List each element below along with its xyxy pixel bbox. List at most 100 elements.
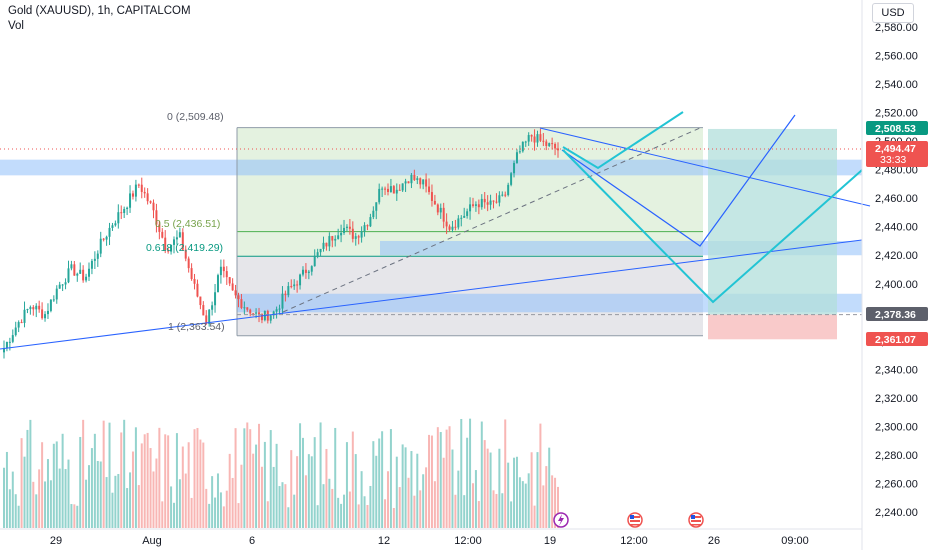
volume-bar: [287, 507, 290, 528]
volume-bar: [149, 448, 152, 528]
volume-bar: [67, 459, 70, 528]
svg-text:2,378.36: 2,378.36: [875, 309, 916, 321]
candle-body: [530, 135, 533, 137]
fib-upper-zone: [237, 127, 703, 257]
volume-bar: [228, 453, 231, 528]
candle-body: [219, 266, 222, 276]
volume-bar: [489, 452, 492, 528]
candle-body: [5, 342, 8, 349]
price-tick: 2,420.00: [875, 250, 918, 262]
volume-bar: [117, 473, 120, 528]
candle-body: [554, 143, 557, 149]
candle-body: [114, 223, 117, 226]
volume-bar: [90, 448, 93, 528]
candle-body: [234, 290, 237, 296]
candle-body: [211, 305, 214, 310]
candle-body: [196, 283, 199, 297]
volume-bar: [328, 478, 331, 528]
candle-body: [386, 188, 389, 192]
volume-bar: [82, 419, 85, 528]
candle-body: [486, 202, 489, 205]
lightning-icon[interactable]: [553, 512, 569, 528]
time-axis[interactable]: 29 Aug 6 12 12:00 19 12:00 26 09:00: [50, 535, 809, 547]
candle-body: [392, 186, 395, 194]
candle-body: [451, 226, 454, 230]
sl-price-tag: 2,361.07: [866, 332, 928, 346]
volume-bar: [354, 454, 357, 528]
volume-bar: [463, 495, 466, 528]
candle-body: [111, 225, 114, 228]
volume-bar: [313, 437, 316, 528]
volume-bar: [255, 444, 258, 528]
candle-body: [348, 226, 351, 229]
volume-bar: [348, 491, 351, 528]
volume-bar: [304, 475, 307, 528]
candle-body: [340, 232, 343, 236]
volume-bar: [375, 455, 378, 528]
volume-bar: [178, 479, 181, 528]
candle-body: [334, 238, 337, 241]
candle-body: [389, 186, 392, 192]
candle-body: [14, 327, 17, 336]
volume-bar: [17, 505, 20, 528]
time-tick: 09:00: [781, 535, 809, 547]
candle-body: [187, 258, 190, 269]
volume-bar: [114, 475, 117, 528]
candle-body: [237, 295, 240, 300]
candle-body: [146, 193, 149, 202]
candle-body: [442, 207, 445, 222]
candle-body: [410, 174, 413, 184]
candle-body: [49, 299, 52, 311]
candle-body: [430, 192, 433, 201]
volume-bar: [96, 460, 99, 528]
candle-body: [32, 307, 35, 310]
candle-body: [199, 296, 202, 306]
candle-body: [17, 322, 20, 328]
fib-level-05-label: 0.5 (2,436.51): [155, 218, 220, 230]
volume-bar: [492, 490, 495, 528]
volume-bar: [518, 477, 521, 528]
volume-bar: [23, 456, 26, 528]
volume-bar: [272, 466, 275, 528]
candle-body: [384, 188, 387, 190]
volume-bar: [442, 457, 445, 528]
volume-bar: [252, 453, 255, 528]
volume-bar: [486, 448, 489, 528]
volume-bar: [111, 492, 114, 528]
candle-body: [3, 348, 5, 353]
candle-body: [70, 264, 73, 269]
time-tick: 12:00: [620, 535, 648, 547]
candle-body: [501, 194, 504, 196]
candle-body: [61, 284, 64, 286]
volume-bar: [202, 442, 205, 528]
volume-bar: [240, 464, 243, 528]
candle-body: [76, 273, 79, 276]
volume-bar: [395, 456, 398, 528]
volume-bar: [64, 469, 67, 528]
volume-bar: [26, 429, 29, 528]
candle-body: [58, 284, 61, 289]
candle-body: [319, 248, 322, 253]
volume-bar: [299, 423, 302, 528]
candle-body: [8, 341, 11, 343]
candle-body: [337, 235, 340, 239]
candle-body: [170, 244, 173, 252]
volume-bar: [460, 418, 463, 528]
volume-bar: [137, 485, 140, 528]
us-flag-icon[interactable]: [627, 512, 643, 528]
volume-bar: [99, 461, 102, 528]
candle-body: [246, 307, 249, 310]
support-zone: [237, 293, 862, 313]
candle-body: [158, 224, 161, 232]
volume-bar: [293, 494, 296, 528]
us-flag-icon[interactable]: [688, 512, 704, 528]
volume-bar: [322, 484, 325, 528]
price-axis[interactable]: 2,580.002,560.002,540.002,520.002,500.00…: [875, 22, 918, 519]
candle-body: [44, 314, 47, 319]
currency-button[interactable]: USD: [872, 3, 914, 23]
volume-bar: [49, 480, 52, 528]
candle-body: [126, 207, 129, 209]
volume-indicator-label[interactable]: Vol: [8, 20, 24, 32]
volume-bar: [108, 422, 111, 528]
